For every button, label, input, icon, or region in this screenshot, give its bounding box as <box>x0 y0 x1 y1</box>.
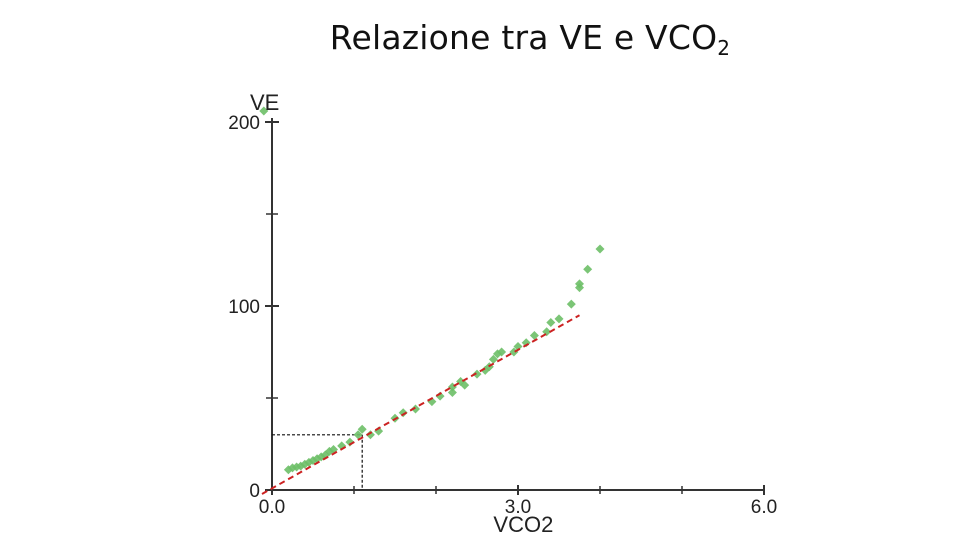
data-point <box>554 314 564 324</box>
y-axis-title: VE <box>250 90 279 115</box>
data-point <box>472 369 482 379</box>
x-tick-label: 3.0 <box>505 497 531 518</box>
x-tick-label: 0.0 <box>259 497 285 518</box>
data-point <box>411 404 420 414</box>
data-point <box>595 244 605 254</box>
reference-lines <box>272 434 363 490</box>
data-point <box>345 437 355 447</box>
x-axis-title: VCO2 <box>493 512 553 537</box>
y-tick-label: 200 <box>228 113 260 134</box>
data-points <box>259 106 605 475</box>
slide-title-subscript: 2 <box>717 36 731 60</box>
data-point <box>513 341 523 351</box>
data-point <box>259 106 269 116</box>
y-tick-label: 100 <box>228 297 260 318</box>
data-point <box>398 408 408 418</box>
axes <box>265 118 765 495</box>
data-point <box>566 299 576 309</box>
data-point <box>488 354 498 364</box>
y-tick-label: 0 <box>249 481 260 502</box>
data-point <box>583 264 593 274</box>
slide-title-text: Relazione tra VE e VCO <box>329 18 718 57</box>
data-point <box>353 430 363 440</box>
data-point <box>529 330 539 340</box>
fit-line <box>261 314 580 495</box>
data-point <box>447 387 457 397</box>
data-point <box>497 347 507 357</box>
data-point <box>460 380 470 390</box>
data-point <box>575 279 584 289</box>
data-point <box>447 382 457 392</box>
data-point <box>365 430 375 440</box>
fit-line-group <box>261 314 580 495</box>
data-point <box>546 318 556 328</box>
data-point <box>357 424 367 434</box>
x-tick-label: 6.0 <box>751 497 777 518</box>
slide-title: Relazione tra VE e VCO2 <box>0 18 960 60</box>
